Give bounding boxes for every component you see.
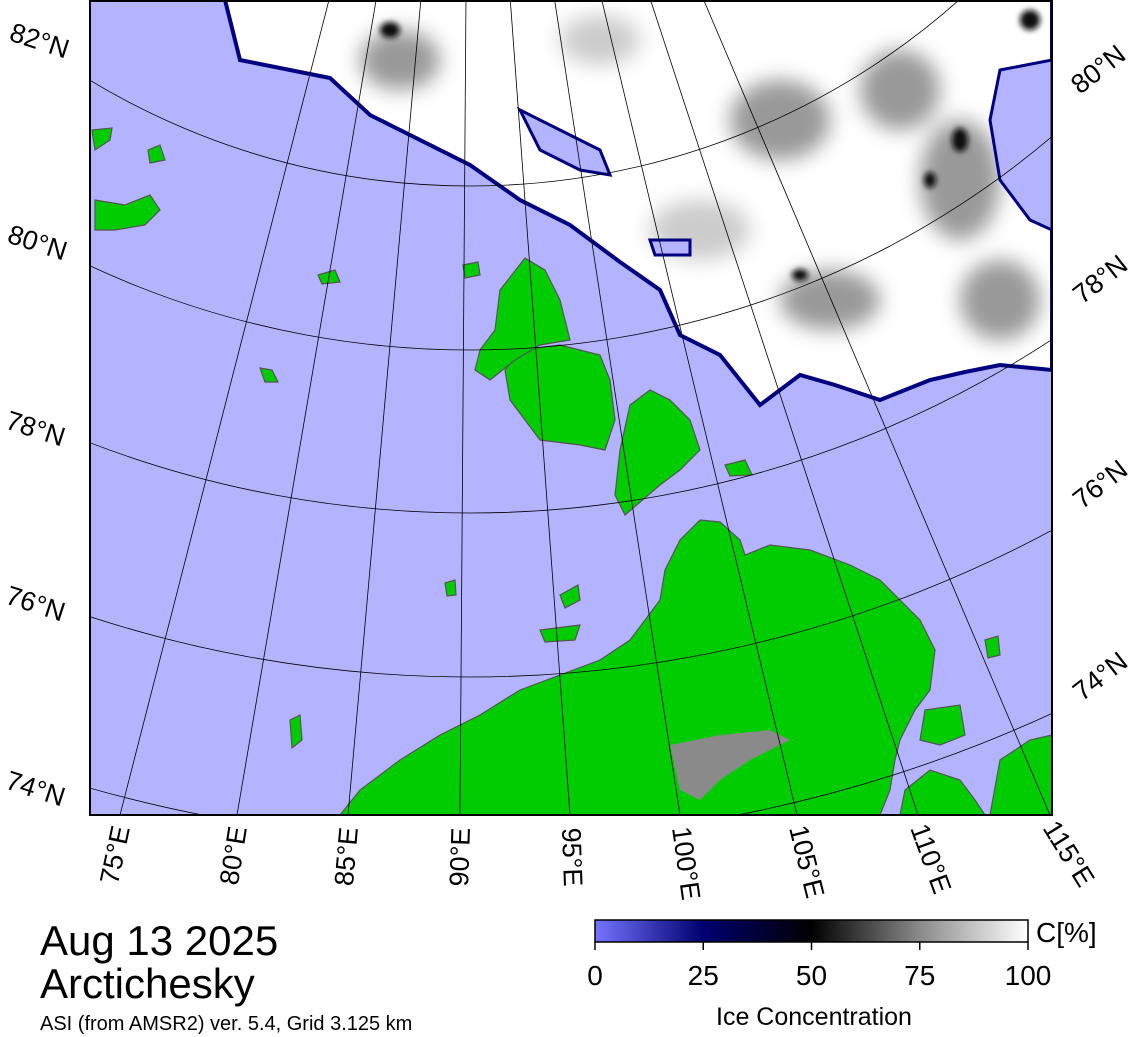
meridian-line	[703, 1, 1051, 815]
longitude-label: 90°E	[444, 827, 476, 887]
latitude-line	[90, 1, 959, 187]
source: ASI (from AMSR2) ver. 5.4, Grid 3.125 km	[40, 1013, 412, 1035]
colorbar-label: Ice Concentration	[716, 1003, 912, 1031]
latitude-label: 76°N	[2, 580, 69, 627]
latitude-label: 80°N	[4, 219, 71, 266]
latitude-line	[90, 529, 1052, 678]
latitude-line	[90, 135, 1052, 351]
meridian-line	[119, 1, 330, 815]
latitude-label: 80°N	[1065, 39, 1131, 100]
meridian-line	[554, 1, 681, 815]
colorbar-tick-label: 50	[796, 960, 827, 991]
longitude-label: 115°E	[1037, 815, 1101, 892]
colorbar-tick-label: 0	[587, 960, 603, 991]
latitude-label: 74°N	[2, 765, 69, 812]
latitude-label: 82°N	[6, 17, 73, 64]
meridian-line	[650, 1, 919, 815]
longitude-label: 85°E	[329, 826, 364, 887]
colorbar-tick-label: 75	[904, 960, 935, 991]
colorbar-ramp	[594, 919, 1029, 943]
longitude-label: 110°E	[904, 820, 957, 898]
colorbar-tick-label: 100	[1005, 960, 1052, 991]
meridian-line	[236, 1, 377, 815]
date: Aug 13 2025	[40, 917, 278, 964]
latitude-label: 76°N	[1067, 454, 1133, 515]
map-frame	[89, 0, 1053, 816]
latitude-label: 74°N	[1067, 646, 1133, 707]
colorbar-unit: C[%]	[1036, 917, 1097, 948]
longitude-label: 105°E	[783, 822, 830, 901]
longitude-label: 80°E	[214, 824, 253, 887]
colorbar: C[%] Ice Concentration 0 25 50 75 100	[587, 917, 1096, 1031]
latitude-label: 78°N	[1067, 249, 1133, 310]
meridian-line	[601, 1, 798, 815]
meridian-line	[509, 1, 571, 815]
region: Arctichesky	[40, 960, 255, 1007]
meridian-line	[347, 1, 422, 815]
meridian-line	[459, 1, 467, 815]
latitude-line	[90, 338, 1052, 514]
longitude-label: 95°E	[556, 827, 588, 887]
colorbar-tick-label: 25	[688, 960, 719, 991]
latitude-label: 78°N	[2, 405, 69, 452]
graticule	[90, 1, 1052, 815]
longitude-label: 100°E	[666, 825, 706, 902]
longitude-label: 75°E	[94, 823, 136, 887]
map	[90, 1, 1052, 815]
